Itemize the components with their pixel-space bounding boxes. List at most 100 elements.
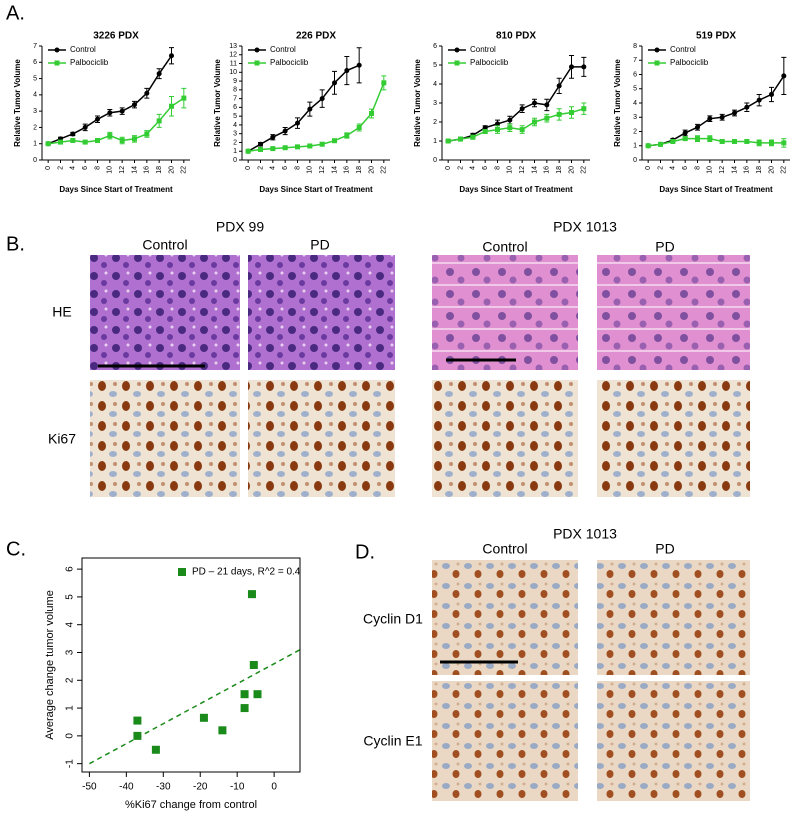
column-label: PD: [655, 541, 674, 557]
legend-marker: [178, 568, 186, 576]
legend-label: Palbociclib: [70, 58, 109, 67]
point: [169, 103, 174, 109]
point: [670, 138, 676, 144]
y-tick-label: 1: [633, 143, 637, 150]
point: [156, 118, 162, 124]
point: [682, 130, 688, 136]
panel-label: C.: [6, 538, 26, 560]
point: [82, 124, 88, 130]
image-labels: PDX 99 PDX 1013 Control PD Control PD HE…: [48, 219, 675, 749]
panel-b-images: [90, 255, 750, 497]
x-tick-label: 10: [307, 166, 314, 174]
panel-labels: A. B. C. D.: [6, 2, 375, 563]
x-tick-label: 2: [657, 166, 664, 170]
point: [95, 116, 100, 122]
x-tick-label: 2: [257, 166, 264, 170]
point: [95, 137, 100, 143]
point: [240, 704, 249, 713]
point: [70, 137, 76, 143]
ki67-image: [90, 380, 240, 497]
legend-label: Control: [470, 45, 496, 54]
y-axis-label: Relative Tumor Volume: [13, 59, 22, 147]
point: [556, 83, 562, 89]
x-tick-label: 6: [282, 166, 289, 170]
point: [270, 134, 276, 140]
point: [482, 125, 488, 131]
panel-d-images: [432, 560, 750, 801]
x-tick-label: 18: [356, 166, 363, 174]
x-tick-label: 4: [470, 166, 477, 170]
point: [245, 148, 251, 154]
ki67-image: [597, 380, 750, 497]
x-tick-label: 0: [271, 782, 277, 793]
point: [151, 745, 160, 754]
point: [133, 731, 142, 740]
y-tick-label: 2: [33, 124, 37, 131]
point: [519, 127, 525, 133]
point: [569, 110, 574, 115]
x-tick-label: 22: [781, 166, 788, 174]
point: [282, 128, 288, 134]
x-tick-label: 10: [707, 166, 714, 174]
point: [769, 140, 774, 146]
point: [756, 140, 762, 146]
cyclin-image: [432, 560, 578, 675]
y-tick-label: 4: [65, 621, 76, 627]
y-tick-label: 2: [633, 128, 637, 135]
point: [381, 80, 387, 86]
point: [58, 139, 63, 145]
point: [144, 90, 150, 96]
column-label: Control: [482, 239, 527, 255]
x-tick-label: -30: [156, 782, 171, 793]
trend-line: [89, 649, 301, 765]
legend-marker: [454, 47, 460, 53]
ki67-image: [432, 380, 578, 497]
y-tick-label: 1: [233, 148, 237, 155]
x-tick-label: 0: [645, 166, 652, 170]
point: [258, 141, 263, 147]
point: [544, 102, 550, 108]
x-tick-label: 16: [544, 166, 551, 174]
y-tick-label: -1: [65, 759, 76, 768]
point: [332, 138, 337, 144]
point: [719, 138, 725, 144]
legend-marker: [454, 60, 460, 66]
point: [282, 145, 288, 151]
x-tick-label: 20: [368, 166, 375, 174]
y-tick-label: 2: [433, 119, 437, 126]
point: [181, 95, 187, 101]
he-image: [248, 255, 395, 370]
y-tick-label: 1: [33, 141, 37, 148]
point: [695, 136, 700, 142]
point: [507, 125, 513, 131]
y-tick-label: 7: [33, 43, 37, 50]
x-axis-label: Days Since Start of Treatment: [459, 185, 573, 194]
point: [744, 104, 750, 110]
y-tick-label: 4: [633, 100, 637, 107]
point: [744, 138, 750, 144]
x-tick-label: 4: [670, 166, 677, 170]
point: [769, 91, 774, 97]
panel-label: D.: [355, 541, 375, 563]
series-line: [648, 137, 784, 147]
x-tick-label: 14: [731, 166, 738, 174]
point: [707, 136, 713, 142]
x-tick-label: 20: [768, 166, 775, 174]
point: [319, 96, 325, 102]
x-tick-label: 14: [131, 166, 138, 174]
point: [332, 80, 337, 86]
x-tick-label: 10: [107, 166, 114, 174]
point: [169, 53, 174, 59]
point: [132, 102, 137, 108]
legend-label: Palbociclib: [470, 58, 509, 67]
column-label: Control: [482, 541, 527, 557]
x-tick-label: 6: [482, 166, 489, 170]
y-tick-label: 5: [233, 113, 237, 120]
point: [70, 131, 76, 137]
x-tick-label: 0: [245, 166, 252, 170]
point: [495, 127, 500, 133]
y-tick-label: 6: [233, 104, 237, 111]
point: [645, 143, 651, 149]
point: [319, 141, 325, 147]
ki67-image: [248, 380, 395, 497]
